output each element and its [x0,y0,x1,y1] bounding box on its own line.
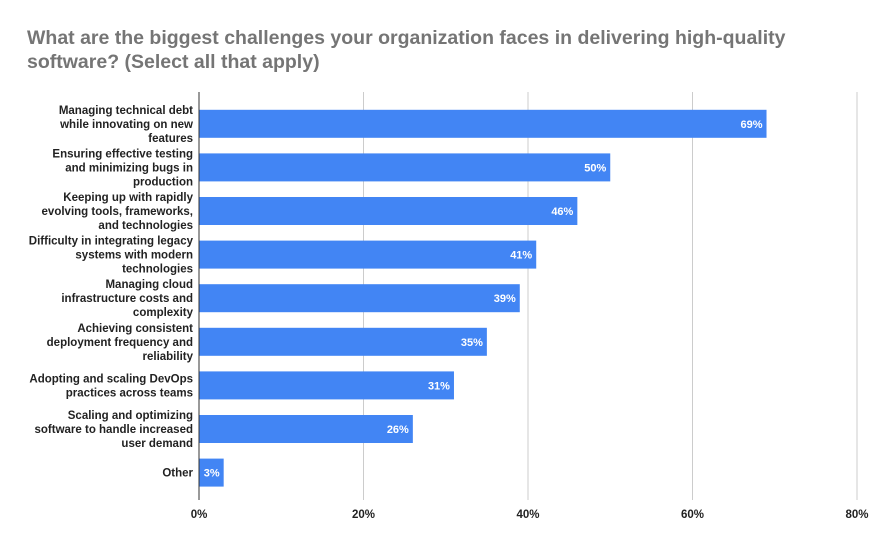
x-tick-label: 80% [845,509,868,521]
data-label: 41% [510,250,532,262]
category-label-line: Other [162,468,193,480]
category-label-line: while innovating on new [59,119,193,131]
category-label-line: Ensuring effective testing [52,148,193,160]
category-label: Difficulty in integrating legacy systems … [29,236,194,276]
category-label-line: user demand [121,438,193,450]
category-label: Scaling and optimizing software to handle… [35,410,194,450]
category-label: Keeping up with rapidly evolving tools, f… [42,192,194,232]
data-label: 39% [494,293,516,305]
category-label-line: technologies [122,264,193,276]
bar [199,153,611,182]
data-label: 50% [584,162,606,174]
category-label-line: Managing cloud [105,279,193,291]
category-label-line: practices across teams [66,387,193,399]
bar [199,327,487,356]
bar [199,371,454,400]
x-tick-label: 40% [516,509,539,521]
category-label: Managing cloud infrastructure costs and co… [61,279,193,319]
category-label-line: and technologies [98,220,193,232]
data-label: 69% [740,119,762,131]
chart-title: What are the biggest challenges your org… [27,27,786,73]
x-tick-label: 60% [681,509,704,521]
bar [199,415,413,443]
category-label-line: Difficulty in integrating legacy [29,236,194,248]
bar [199,284,520,313]
bar [199,109,767,138]
category-label: Other [162,468,193,480]
category-label-line: reliability [143,351,194,363]
data-label: 3% [204,468,220,480]
category-label-line: software to handle increased [35,424,194,436]
bar [199,197,578,225]
category-label-line: Adopting and scaling DevOps [29,373,193,385]
data-label: 35% [461,337,483,349]
category-label-line: Keeping up with rapidly [63,192,193,204]
category-labels: Managing technical debt while innovating … [29,105,194,480]
bar [199,458,224,487]
category-label-line: and minimizing bugs in [65,162,193,174]
bar [199,240,537,269]
category-label-line: deployment frequency and [47,337,193,349]
category-label-line: features [148,133,193,145]
category-label-line: complexity [133,307,194,319]
x-tick-label: 20% [352,509,375,521]
data-label: 26% [387,424,409,436]
category-label-line: infrastructure costs and [61,293,193,305]
data-labels: 69% 50% 46% 41% 39% 35% 31% 26% 3% [204,119,763,480]
category-label: Managing technical debt while innovating … [59,105,193,145]
category-label-line: Scaling and optimizing [68,410,193,422]
category-label: Ensuring effective testing and minimizing… [52,148,193,188]
bars [199,109,767,487]
category-label-line: Achieving consistent [77,323,193,335]
category-label-line: systems with modern [75,250,193,262]
category-label: Adopting and scaling DevOps practices acr… [29,373,193,399]
x-tick-label: 0% [191,509,208,521]
category-label-line: evolving tools, frameworks, [42,206,193,218]
x-tick-labels: 0% 20% 40% 60% 80% [191,509,869,521]
category-label-line: production [133,176,193,188]
data-label: 46% [551,206,573,218]
data-label: 31% [428,380,450,392]
category-label: Achieving consistent deployment frequency… [47,323,194,363]
category-label-line: Managing technical debt [59,105,193,117]
